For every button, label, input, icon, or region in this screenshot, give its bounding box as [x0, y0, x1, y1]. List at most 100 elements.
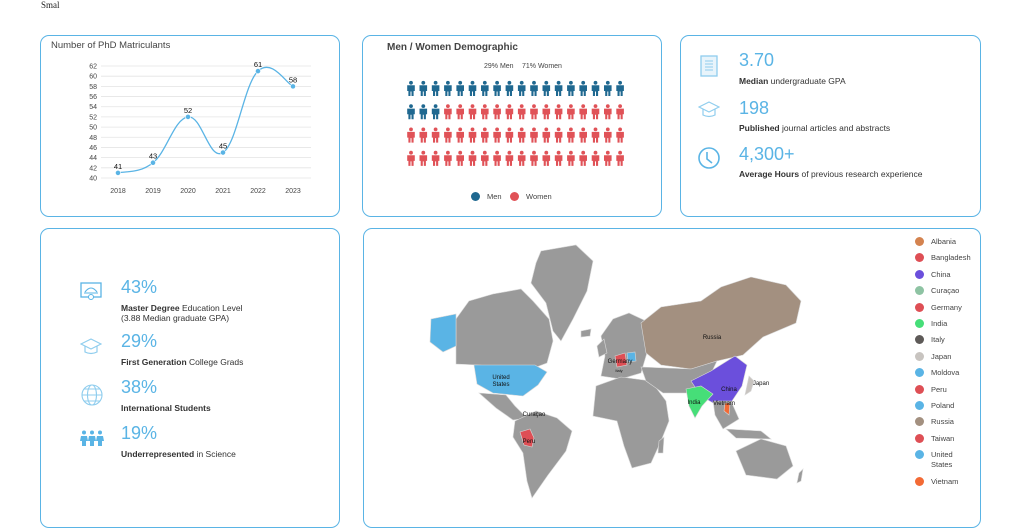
- y-tick-label: 54: [89, 104, 97, 111]
- women-legend-dot: [510, 192, 519, 201]
- stat-description: Average Hours of previous research exper…: [739, 169, 923, 179]
- map-legend-item[interactable]: United States: [915, 450, 971, 470]
- legend-label: Albania: [931, 237, 957, 246]
- map-legend-item[interactable]: Moldova: [915, 368, 959, 378]
- stat-description: Median undergraduate GPA: [739, 76, 846, 86]
- x-tick-label: 2023: [285, 188, 301, 195]
- man-icon: [407, 80, 415, 96]
- y-tick-label: 56: [89, 94, 97, 101]
- legend-label: Italy: [931, 335, 945, 345]
- map-legend-item[interactable]: Germany: [915, 302, 962, 313]
- data-point[interactable]: [150, 159, 156, 166]
- men-percent-label: 29% Men: [484, 63, 514, 70]
- data-point[interactable]: [185, 114, 191, 120]
- stat-description: Underrepresented in Science: [121, 449, 236, 459]
- country-poland: [626, 351, 637, 363]
- woman-icon: [542, 127, 551, 143]
- map-legend-item[interactable]: Peru: [915, 384, 947, 395]
- legend-dot: [915, 351, 924, 361]
- woman-icon: [567, 104, 575, 120]
- stat-value: 3.70: [739, 50, 775, 70]
- man-icon: [431, 80, 440, 96]
- woman-icon: [517, 127, 526, 143]
- country-uk: [596, 338, 608, 358]
- map-legend-item[interactable]: Curaçao: [915, 286, 959, 296]
- woman-icon: [530, 127, 538, 143]
- data-point[interactable]: [255, 68, 261, 74]
- map-label-india: India: [687, 400, 701, 406]
- man-icon: [616, 80, 624, 96]
- map-legend-item[interactable]: Poland: [915, 401, 954, 411]
- woman-icon: [493, 104, 501, 120]
- map-label-vietnam: Vietnam: [713, 401, 735, 407]
- map-legend-item[interactable]: Bangladesh: [915, 253, 971, 263]
- stat-value: 38%: [121, 377, 158, 397]
- people-icon: [80, 430, 104, 446]
- region-africa: [592, 376, 670, 469]
- map-legend-item[interactable]: India: [915, 319, 947, 329]
- y-tick-label: 58: [89, 84, 97, 91]
- legend-label: Vietnam: [931, 476, 959, 486]
- woman-icon: [591, 127, 600, 143]
- demographic-title: Men / Women Demographic: [387, 42, 518, 53]
- region-europe: [600, 312, 650, 380]
- woman-icon: [554, 127, 563, 143]
- legend-label: Moldova: [931, 368, 960, 378]
- man-icon: [493, 80, 501, 96]
- map-legend-item[interactable]: Russia: [915, 417, 954, 427]
- men-legend-label: Men: [487, 192, 502, 201]
- woman-icon: [567, 127, 575, 143]
- y-tick-label: 50: [89, 125, 97, 132]
- data-label: 58: [289, 75, 297, 84]
- country-canada: [455, 288, 554, 370]
- world-map[interactable]: Russia United States Germany Italy China…: [364, 229, 904, 513]
- legend-label: Bangladesh: [931, 253, 971, 263]
- legend-label: Taiwan: [931, 433, 955, 443]
- legend-label: Curaçao: [931, 286, 960, 296]
- woman-icon: [554, 150, 563, 166]
- woman-icon: [517, 150, 526, 166]
- graduation-cap-icon: [698, 101, 720, 118]
- country-peru: [519, 428, 535, 448]
- people-grid: [407, 80, 624, 166]
- data-point[interactable]: [290, 83, 296, 90]
- woman-icon: [481, 104, 489, 120]
- legend-label: Russia: [931, 417, 954, 427]
- woman-icon: [493, 127, 501, 143]
- data-label: 43: [149, 152, 157, 161]
- country-new-zealand: [796, 468, 804, 484]
- legend-women[interactable]: Women: [510, 192, 552, 201]
- data-label: 41: [114, 162, 122, 171]
- legend-men[interactable]: Men: [471, 192, 502, 201]
- legend-dot: [915, 433, 924, 443]
- map-legend-item[interactable]: Taiwan: [915, 433, 955, 444]
- map-label-curacao: Curaçao: [523, 412, 546, 418]
- legend-label: China: [931, 269, 951, 279]
- woman-icon: [419, 150, 428, 166]
- stat-value: 29%: [121, 331, 158, 351]
- woman-icon: [579, 150, 587, 166]
- women-percent-label: 71% Women: [522, 63, 562, 70]
- map-legend-item[interactable]: Italy: [915, 335, 945, 345]
- woman-icon: [505, 104, 514, 120]
- map-legend-item[interactable]: China: [915, 269, 951, 280]
- map-legend-item[interactable]: Vietnam: [915, 476, 959, 487]
- data-point[interactable]: [115, 170, 121, 176]
- man-icon: [505, 80, 514, 96]
- data-point[interactable]: [220, 149, 226, 156]
- woman-icon: [444, 150, 452, 166]
- stat-value: 19%: [121, 423, 158, 443]
- x-tick-label: 2019: [145, 188, 161, 195]
- woman-icon: [493, 150, 501, 166]
- legend-dot: [915, 335, 924, 345]
- legend-dot: [915, 417, 924, 427]
- map-legend-item[interactable]: Albania: [915, 237, 956, 247]
- stat-value: 4,300+: [739, 144, 795, 164]
- x-tick-label: 2021: [215, 188, 231, 195]
- legend-label: Japan: [931, 351, 952, 361]
- man-icon: [468, 80, 477, 96]
- series-line: [117, 66, 294, 174]
- woman-icon: [456, 127, 464, 143]
- map-legend-item[interactable]: Japan: [915, 351, 952, 362]
- country-japan: [744, 375, 755, 396]
